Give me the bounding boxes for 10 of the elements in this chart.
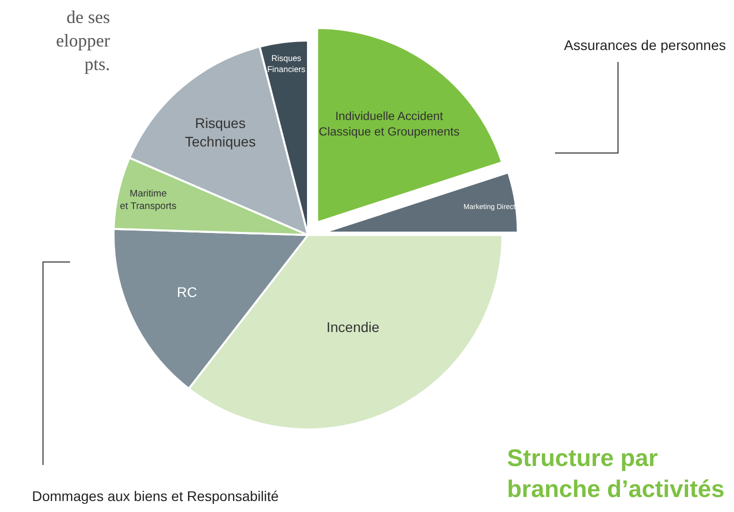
slice-label: Risques Techniques (184, 115, 256, 150)
text: de ses elopper pts. (56, 7, 110, 74)
slice-label: Risques Financiers (267, 53, 306, 74)
slice-label: RC (176, 284, 198, 300)
text: Structure par branche d’activités (507, 445, 724, 504)
slice-label: Individuelle Accident Classique et Groupements (318, 108, 460, 138)
slice-label: Incendie (326, 319, 380, 335)
text: Assurances de personnes (564, 37, 726, 53)
slice-label: Maritime et Transports (120, 188, 177, 212)
text: Dommages aux biens et Responsabilité (32, 488, 279, 504)
